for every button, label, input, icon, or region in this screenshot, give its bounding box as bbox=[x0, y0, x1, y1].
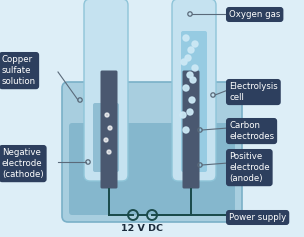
Circle shape bbox=[185, 55, 191, 61]
Text: 12 V DC: 12 V DC bbox=[121, 224, 163, 233]
Circle shape bbox=[180, 112, 186, 118]
Circle shape bbox=[183, 85, 189, 91]
FancyBboxPatch shape bbox=[172, 0, 216, 181]
Circle shape bbox=[107, 150, 111, 154]
Text: Electrolysis
cell: Electrolysis cell bbox=[229, 82, 278, 102]
FancyBboxPatch shape bbox=[101, 70, 118, 188]
Circle shape bbox=[105, 113, 109, 117]
Text: Carbon
electrodes: Carbon electrodes bbox=[229, 121, 274, 141]
FancyBboxPatch shape bbox=[84, 0, 128, 181]
FancyBboxPatch shape bbox=[181, 31, 207, 172]
Circle shape bbox=[187, 109, 193, 115]
Circle shape bbox=[104, 138, 108, 142]
Circle shape bbox=[187, 72, 193, 78]
Circle shape bbox=[181, 59, 187, 65]
Circle shape bbox=[108, 126, 112, 130]
Text: Oxygen gas: Oxygen gas bbox=[229, 10, 280, 19]
FancyBboxPatch shape bbox=[69, 123, 235, 215]
Text: Positive
electrode
(anode): Positive electrode (anode) bbox=[229, 152, 270, 183]
Circle shape bbox=[183, 35, 189, 41]
Circle shape bbox=[192, 65, 198, 71]
Circle shape bbox=[192, 41, 198, 47]
Circle shape bbox=[188, 47, 194, 53]
Circle shape bbox=[183, 127, 189, 133]
FancyBboxPatch shape bbox=[93, 103, 119, 172]
Text: Copper
sulfate
solution: Copper sulfate solution bbox=[2, 55, 36, 86]
FancyBboxPatch shape bbox=[62, 82, 242, 222]
FancyBboxPatch shape bbox=[182, 70, 199, 188]
Text: Negative
electrode
(cathode): Negative electrode (cathode) bbox=[2, 148, 44, 179]
Text: Power supply: Power supply bbox=[229, 213, 286, 222]
Circle shape bbox=[189, 97, 195, 103]
Circle shape bbox=[190, 77, 196, 83]
